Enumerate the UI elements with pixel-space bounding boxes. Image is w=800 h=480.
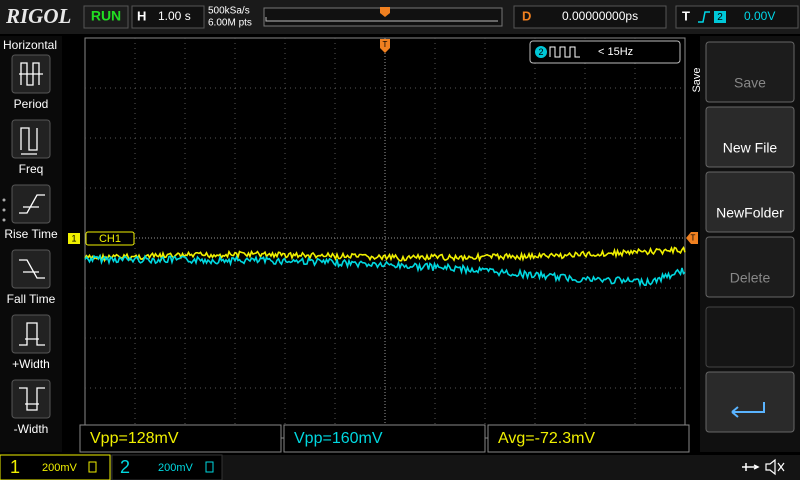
ch1-scale: 200mV: [42, 462, 78, 474]
ch1-coupling-icon: [88, 461, 97, 473]
right-menu-title: Save: [691, 67, 703, 92]
trigger-box[interactable]: [675, 5, 799, 29]
memory-waveform: [265, 17, 498, 22]
menu-icon-box[interactable]: [11, 379, 51, 419]
run-status: RUN: [91, 8, 121, 24]
menu-icon: [19, 259, 45, 279]
menu-item-label: Freq: [19, 162, 44, 176]
memory-depth: 6.00M pts: [208, 18, 252, 29]
trigger-level: 0.00V: [744, 9, 775, 23]
trigger-position-marker: [380, 7, 390, 17]
ch1-marker: [68, 233, 80, 244]
menu-item-label: Fall Time: [7, 292, 56, 306]
ch1-marker-label: 1: [71, 233, 76, 243]
trigger-time-marker-label: T: [383, 40, 388, 49]
trigger-level-marker: [686, 232, 698, 244]
ch2-scale: 200mV: [158, 462, 194, 474]
menu-icon: [19, 194, 45, 214]
measurement-box[interactable]: [79, 424, 282, 453]
mute-icon: [765, 458, 785, 476]
menu-button-label: Delete: [730, 270, 771, 286]
page-dot: [2, 208, 6, 212]
menu-button[interactable]: [705, 171, 795, 233]
menu-icon: [19, 387, 45, 411]
timebase-label: H: [137, 8, 146, 23]
ch2-number: 2: [120, 457, 130, 477]
return-button[interactable]: [705, 371, 795, 433]
blank-button[interactable]: [705, 306, 795, 368]
counter-pulse-icon: [549, 46, 580, 58]
timebase: 1.00 s: [158, 9, 191, 23]
ch1-label-box: [85, 231, 135, 246]
menu-item-label: Period: [14, 97, 49, 111]
ch1-status[interactable]: [0, 454, 111, 480]
menu-icon: [20, 127, 38, 155]
trigger-time-marker: [380, 39, 390, 53]
delay-box[interactable]: [513, 5, 667, 29]
ch2-waveform: [84, 253, 686, 288]
ch2-coupling-icon: [205, 461, 214, 473]
measurement: Vpp=128mV: [90, 430, 179, 447]
counter-value: < 15Hz: [598, 46, 633, 58]
usb-icon: [742, 463, 760, 471]
menu-button-label: New File: [723, 140, 778, 156]
counter-channel-badge: [535, 46, 547, 58]
menu-icon: [19, 322, 45, 346]
menu-icon: [19, 62, 43, 86]
trigger-level-marker-label: T: [691, 234, 696, 243]
ch2-status[interactable]: [111, 454, 223, 480]
menu-button[interactable]: [705, 106, 795, 168]
logo: RIGOL: [5, 4, 71, 28]
measurement-box[interactable]: [487, 424, 690, 453]
counter-channel: 2: [538, 47, 543, 57]
left-menu-title: Horizontal: [3, 38, 57, 52]
menu-button-label: NewFolder: [716, 205, 784, 221]
page-dot: [2, 198, 6, 202]
page-dot: [2, 218, 6, 222]
trigger-edge-icon: [698, 11, 710, 23]
timebase-box[interactable]: [131, 5, 205, 29]
menu-icon-box[interactable]: [11, 249, 51, 289]
menu-item-label: -Width: [14, 422, 49, 436]
menu-button[interactable]: [705, 41, 795, 103]
menu-icon-box[interactable]: [11, 184, 51, 224]
trigger-source: 2: [717, 12, 723, 23]
delay: 0.00000000ps: [562, 9, 638, 23]
menu-icon-box[interactable]: [11, 314, 51, 354]
measurement: Avg=-72.3mV: [498, 430, 595, 447]
menu-item-label: +Width: [12, 357, 50, 371]
menu-button-label: Save: [734, 75, 766, 91]
ch1-waveform: [84, 245, 686, 263]
sample-rate: 500kSa/s: [208, 6, 250, 17]
trigger-label: T: [682, 8, 690, 23]
delay-label: D: [522, 8, 531, 23]
menu-button[interactable]: [705, 236, 795, 298]
ch1-label: CH1: [99, 233, 121, 245]
menu-item-label: Rise Time: [4, 227, 58, 241]
measurement: Vpp=160mV: [294, 430, 383, 447]
ch1-number: 1: [10, 457, 20, 477]
trigger-source-box: [714, 11, 726, 23]
return-icon: [731, 402, 765, 418]
measurement-box[interactable]: [283, 424, 486, 453]
run-status-box[interactable]: [83, 5, 129, 29]
menu-icon-box[interactable]: [11, 119, 51, 159]
